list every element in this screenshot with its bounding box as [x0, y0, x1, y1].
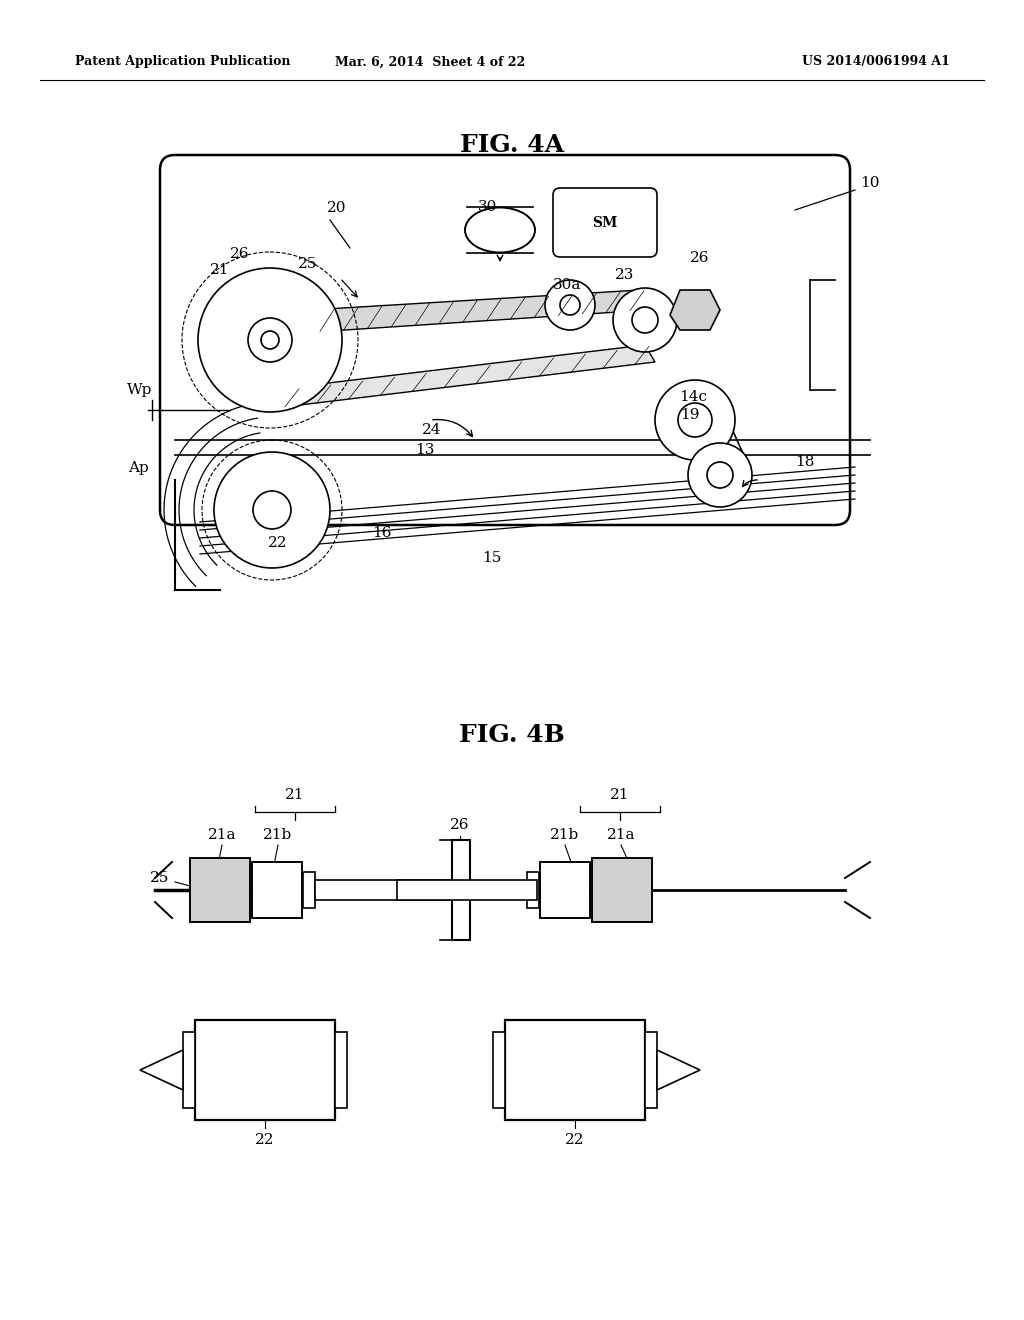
Bar [505, 1020, 645, 1119]
Bar [195, 1020, 335, 1119]
Text: 22: 22 [565, 1133, 585, 1147]
Ellipse shape [465, 207, 535, 252]
Text: FIG. 4B: FIG. 4B [459, 723, 565, 747]
Text: SM: SM [592, 216, 617, 230]
Text: 18: 18 [796, 455, 815, 469]
Polygon shape [310, 290, 648, 333]
Text: 24: 24 [422, 422, 441, 437]
Text: 23: 23 [615, 268, 635, 282]
Text: FIG. 4A: FIG. 4A [460, 133, 564, 157]
Circle shape [198, 268, 342, 412]
Text: 26: 26 [451, 818, 470, 832]
Text: 21a: 21a [607, 828, 635, 842]
Circle shape [613, 288, 677, 352]
Circle shape [248, 318, 292, 362]
Text: 13: 13 [416, 444, 434, 457]
Text: Ap: Ap [128, 461, 148, 475]
Text: 15: 15 [482, 550, 502, 565]
Circle shape [253, 491, 291, 529]
Bar [183, 1032, 195, 1107]
Text: 20: 20 [328, 201, 347, 215]
Text: 26: 26 [230, 247, 250, 261]
Bar [540, 862, 590, 917]
Text: 21a: 21a [208, 828, 237, 842]
Circle shape [261, 331, 279, 348]
Bar [645, 1032, 657, 1107]
Text: 19: 19 [680, 408, 699, 422]
Bar [592, 858, 652, 921]
Text: Mar. 6, 2014  Sheet 4 of 22: Mar. 6, 2014 Sheet 4 of 22 [335, 55, 525, 69]
Text: 30: 30 [478, 201, 498, 214]
Bar [397, 880, 537, 900]
Text: 22: 22 [268, 536, 288, 550]
Circle shape [707, 462, 733, 488]
Text: Wp: Wp [127, 383, 153, 397]
Text: 10: 10 [860, 176, 880, 190]
Text: 21b: 21b [263, 828, 293, 842]
Text: 21: 21 [610, 788, 630, 803]
Text: US 2014/0061994 A1: US 2014/0061994 A1 [802, 55, 950, 69]
Circle shape [545, 280, 595, 330]
Bar [335, 1032, 347, 1107]
Text: 21: 21 [210, 263, 229, 277]
Polygon shape [140, 1049, 183, 1090]
Text: 16: 16 [373, 525, 392, 540]
Polygon shape [670, 400, 745, 458]
Text: 30a: 30a [553, 279, 582, 292]
Polygon shape [670, 290, 720, 330]
FancyBboxPatch shape [553, 187, 657, 257]
Text: Patent Application Publication: Patent Application Publication [75, 55, 291, 69]
Text: 21: 21 [286, 788, 305, 803]
Text: 25: 25 [151, 871, 170, 884]
Text: 21b: 21b [550, 828, 580, 842]
Circle shape [678, 403, 712, 437]
Bar [190, 858, 250, 921]
Bar [452, 840, 470, 940]
Polygon shape [270, 345, 655, 408]
Text: 25: 25 [298, 257, 317, 271]
Text: 26: 26 [690, 251, 710, 265]
Circle shape [688, 444, 752, 507]
Bar [315, 880, 455, 900]
Text: 22: 22 [255, 1133, 274, 1147]
Circle shape [632, 308, 658, 333]
Bar [252, 862, 302, 917]
Bar [493, 1032, 505, 1107]
Text: 14c: 14c [679, 389, 707, 404]
Bar [303, 873, 315, 908]
Circle shape [214, 451, 330, 568]
Circle shape [560, 294, 580, 315]
Bar [527, 873, 539, 908]
Circle shape [655, 380, 735, 459]
Polygon shape [657, 1049, 700, 1090]
